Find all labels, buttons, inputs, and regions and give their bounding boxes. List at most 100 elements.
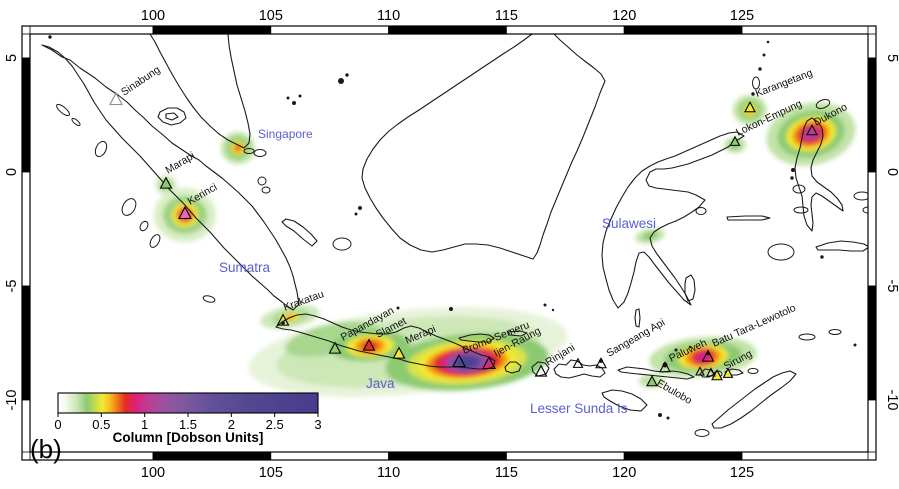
plume-dukono: [766, 102, 856, 166]
lon-tick-label-bottom: 110: [377, 465, 400, 481]
volcano-marker-ijen-raung: [482, 355, 496, 370]
colorbar-tick-label: 1: [141, 417, 148, 432]
plume-singapore-ring: [235, 145, 241, 151]
frame-band-segment: [388, 25, 507, 35]
lat-tick-label-left: -5: [4, 280, 20, 293]
frame-band-segment: [270, 25, 389, 35]
colorbar-tick-label: 0: [54, 417, 61, 432]
coast-romang: [828, 329, 842, 335]
volcano-marker-merapi: [392, 346, 406, 359]
coast-buton: [684, 274, 696, 302]
region-label-java: Java: [366, 376, 395, 391]
colorbar: 0 0.5 1 1.5 2 2.5 3 Column [Dobson Units]: [54, 392, 322, 445]
coast-sula: [726, 215, 771, 221]
volcano-marker-rinjani: [534, 364, 548, 377]
coast-selayar: [634, 308, 641, 328]
lon-tick-label-bottom: 105: [259, 465, 283, 481]
region-label-lesser-sunda-is: Lesser Sunda Is: [530, 401, 628, 416]
coast-java: [275, 313, 496, 370]
coast-obi: [793, 206, 809, 214]
volcano-marker-lokon-empung: [729, 135, 741, 146]
lon-tick-label-bottom: 120: [612, 465, 636, 481]
coast-flores: [617, 366, 695, 380]
frame-band-segment: [505, 25, 625, 35]
frame-band-segment: [270, 451, 389, 461]
volcano-marker-extra-3: [722, 367, 734, 378]
lon-tick-label-top: 120: [612, 8, 636, 24]
lon-tick-label-top: 100: [141, 8, 165, 24]
frame-band-segment: [152, 451, 272, 461]
coast-banyak2: [71, 117, 81, 127]
frame-band-segment: [623, 451, 743, 461]
colorbar-tick-label: 2: [228, 417, 235, 432]
colorbar-tick-label: 2.5: [266, 417, 284, 432]
coast-sumba: [601, 389, 648, 412]
frame-band-segment: [21, 285, 31, 401]
plume-layer: [154, 95, 856, 397]
plume-dukono-ring: [802, 126, 820, 142]
frame-band-segment: [388, 451, 507, 461]
coast-madura: [458, 333, 495, 343]
coast-sipora: [139, 220, 149, 232]
colorbar-title: Column [Dobson Units]: [113, 430, 264, 445]
coast-lingga: [257, 176, 267, 186]
coast-siberut: [121, 198, 137, 216]
frame-band-segment: [867, 399, 877, 453]
volcano-marker-marapi: [159, 176, 173, 189]
frame-band-segment: [867, 57, 877, 173]
coast-sumatra: [41, 44, 300, 311]
frame-band-segment: [21, 57, 31, 173]
coast-wetar-chain: [747, 368, 759, 374]
region-label-layer: Singapore Sumatra Java Sulawesi Lesser Sunda…: [219, 127, 656, 416]
coast-borneo: [361, 33, 606, 260]
coast-enggano: [202, 295, 216, 303]
region-label-singapore: Singapore: [258, 127, 313, 141]
volcano-marker-batu-tara-lewotolo: [701, 349, 715, 362]
lon-tick-label-top: 105: [259, 8, 283, 24]
lat-tick-label-right: -5: [884, 280, 899, 293]
colorbar-tick-label: 0.5: [92, 417, 110, 432]
panel-label: (b): [30, 434, 62, 464]
coast-bacan: [792, 184, 806, 194]
lon-tick-label-bottom: 115: [495, 465, 518, 481]
coast-lombok: [531, 361, 550, 377]
coast-seram: [815, 240, 870, 252]
map-frame: [21, 25, 877, 461]
coast-nias: [94, 140, 108, 158]
colorbar-ticks: 0 0.5 1 1.5 2 2.5 3: [54, 413, 322, 432]
coast-sangihe: [752, 76, 760, 90]
coast-sumbawa: [553, 359, 606, 379]
lon-tick-label-bottom: 125: [730, 465, 754, 481]
coast-malay-peninsula: [149, 33, 251, 149]
coast-belitung: [332, 237, 352, 251]
plume-east-java: [385, 333, 549, 391]
coast-bintan: [253, 149, 267, 157]
plume-west-java: [284, 321, 380, 357]
volcano-marker-krakatau: [276, 313, 290, 326]
coast-weh-banyak: [56, 103, 70, 117]
lat-tick-label-left: 5: [4, 54, 20, 62]
volcano-marker-ebulobo: [646, 375, 658, 387]
coast-buru: [767, 243, 795, 261]
coast-rote: [694, 429, 710, 437]
lon-tick-label-top: 110: [377, 8, 400, 24]
frame-band-segment: [21, 171, 31, 287]
coast-timor: [711, 370, 797, 429]
colorbar-tick-label: 3: [314, 417, 321, 432]
coast-batam: [243, 148, 255, 154]
plume-sulawesi-patch: [635, 228, 665, 244]
lon-tick-label-top: 125: [730, 8, 754, 24]
lat-tick-label-left: 0: [4, 168, 20, 176]
frame-inner-border: [29, 33, 869, 453]
coast-banggai: [695, 207, 707, 215]
colorbar-gradient-bar: [57, 392, 319, 414]
frame-outer-border: [21, 25, 877, 461]
coast-morotai: [815, 99, 831, 109]
volcano-marker-papandayan: [328, 341, 342, 354]
frame-band-segment: [623, 25, 743, 35]
coast-bangka: [281, 218, 318, 247]
frame-band-segment: [867, 33, 877, 59]
